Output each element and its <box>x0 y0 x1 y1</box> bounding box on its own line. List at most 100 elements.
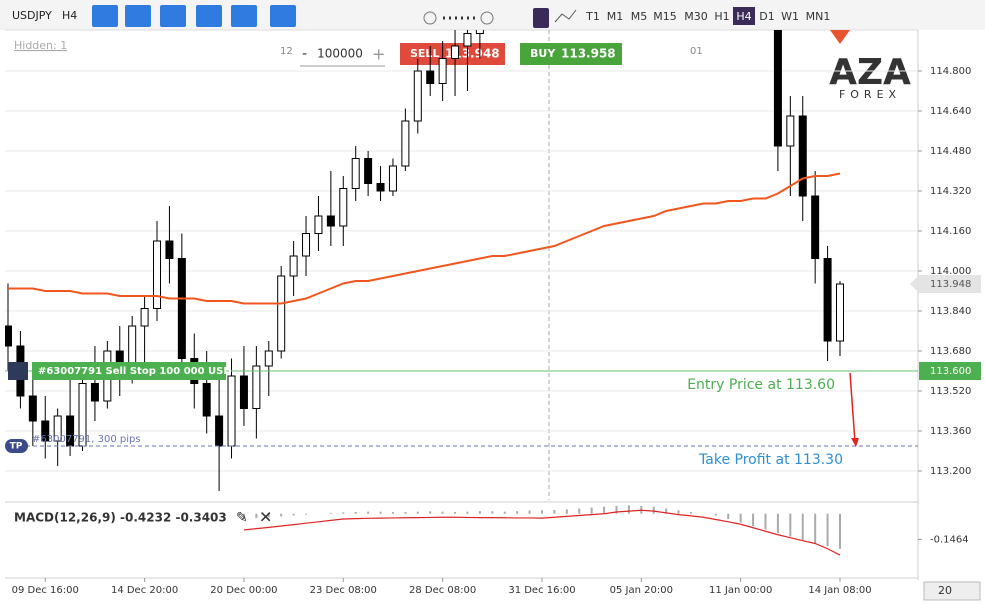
x-tick-label: 28 Dec 08:00 <box>409 585 476 596</box>
lot-minus[interactable]: - <box>302 46 307 62</box>
tool-button[interactable] <box>125 5 151 27</box>
lot[interactable]: 100000 <box>317 47 363 61</box>
y-tick-label: 114.480 <box>930 146 971 157</box>
candle-body <box>786 115 795 147</box>
timeframe-button[interactable]: T1 <box>585 10 600 23</box>
candle-body <box>314 215 323 234</box>
macd-tick-label: -0.1464 <box>930 534 969 545</box>
tool-button[interactable] <box>196 5 222 27</box>
y-tick-label: 114.000 <box>930 266 971 277</box>
candle-body <box>426 70 435 84</box>
entry-price-badge <box>919 362 981 380</box>
line-type[interactable] <box>554 9 577 23</box>
tool-button[interactable] <box>160 5 186 27</box>
tool-button[interactable] <box>270 5 296 27</box>
lot-plus[interactable]: + <box>372 45 385 64</box>
edit-icon[interactable]: ✎ <box>236 510 248 526</box>
timeframe-button[interactable]: D1 <box>759 10 774 23</box>
buy-button[interactable] <box>520 43 622 65</box>
logo-mark: AZA <box>829 52 911 93</box>
timeframe-button[interactable]: H1 <box>714 10 729 23</box>
candle-body <box>177 258 186 359</box>
candle-body <box>364 158 373 184</box>
y-tick-label: 114.160 <box>930 226 971 237</box>
timeframe-button[interactable]: MN1 <box>806 10 831 23</box>
candle-body <box>153 240 162 309</box>
symbol[interactable]: USDJPY <box>12 9 52 22</box>
buy-label[interactable]: BUY <box>530 47 556 60</box>
zoom-out[interactable] <box>423 11 437 25</box>
zoom-box[interactable] <box>923 581 981 601</box>
timeframe-button[interactable]: M5 <box>631 10 648 23</box>
last-price-label: 113.948 <box>930 279 971 290</box>
timeframe-button[interactable]: W1 <box>781 10 799 23</box>
buy-price[interactable]: 113.958 <box>561 47 616 61</box>
candle-body <box>302 233 311 257</box>
candle-body <box>438 58 447 84</box>
candle-body <box>5 325 12 347</box>
entry-price-label: 113.600 <box>930 366 971 377</box>
candle-body <box>388 165 397 192</box>
x-tick-label: 23 Dec 08:00 <box>310 585 377 596</box>
candle-body <box>289 255 298 277</box>
candle-body <box>811 195 820 259</box>
sell-label[interactable]: SELL <box>410 47 439 60</box>
x-tick-label: 20 Dec 00:00 <box>210 585 277 596</box>
close-icon[interactable]: ✕ <box>259 508 272 527</box>
entry-annotation: Entry Price at 113.60 <box>687 377 835 393</box>
y-tick-label: 114.800 <box>930 66 971 77</box>
candle-body <box>376 183 385 192</box>
candle-body <box>215 415 224 447</box>
candle-body <box>451 45 460 59</box>
candle-body <box>339 188 348 227</box>
zoom-value[interactable]: 20 <box>938 584 952 597</box>
candle-body <box>773 30 782 147</box>
candle-body <box>165 240 174 259</box>
y-tick-label: 114.320 <box>930 186 971 197</box>
x-tick-label: 14 Dec 20:00 <box>111 585 178 596</box>
entry-order: #63007791 Sell Stop 100 000 USD <box>38 366 232 377</box>
candle-body <box>475 30 484 34</box>
macd-plot <box>242 505 841 556</box>
y-tick-label: 113.680 <box>930 346 971 357</box>
candle-body <box>239 375 248 409</box>
timeframe-button[interactable]: M30 <box>684 10 708 23</box>
tool-button[interactable] <box>231 5 257 27</box>
candle-body <box>227 375 236 447</box>
timeframe-button[interactable]: H4 <box>736 10 751 23</box>
tp-order: #63007791, 300 pips <box>32 434 141 445</box>
candle-body <box>326 215 335 227</box>
last-price-badge <box>910 275 981 293</box>
candle-body <box>463 33 472 47</box>
candle-body <box>202 383 211 417</box>
timeframe-button[interactable]: M1 <box>607 10 624 23</box>
timeframes: T1 M1 M5 M15 M30 H1 H4 D1 W1 MN1 <box>585 7 830 25</box>
separator-label: 12 <box>280 46 293 57</box>
candle-body <box>140 308 149 327</box>
hidden-link[interactable]: Hidden: 1 <box>14 39 67 52</box>
tool-button[interactable] <box>92 5 118 27</box>
candle-body <box>798 115 807 197</box>
tp-tag: TP <box>10 442 23 452</box>
candle-body <box>277 275 286 352</box>
zoom-in[interactable] <box>480 11 494 25</box>
entry-icon <box>8 362 28 380</box>
x-tick-label: 05 Jan 20:00 <box>610 585 673 596</box>
arrow <box>849 372 856 443</box>
candle-body <box>823 258 832 342</box>
candle-body <box>53 415 62 442</box>
timeframe-button[interactable]: M15 <box>653 10 677 23</box>
candle-body <box>401 120 410 167</box>
x-tick-label: 11 Jan 00:00 <box>709 585 772 596</box>
timeframe[interactable]: H4 <box>62 9 77 22</box>
moving-average <box>8 172 841 305</box>
marker <box>830 30 850 44</box>
y-tick-label: 113.200 <box>930 466 971 477</box>
candle-type[interactable] <box>533 8 549 28</box>
y-tick-label: 113.520 <box>930 386 971 397</box>
timeframe-active <box>733 7 755 25</box>
x-tick-label: 31 Dec 16:00 <box>508 585 575 596</box>
x-tick-label: 09 Dec 16:00 <box>12 585 79 596</box>
tp-tag-box <box>5 439 28 453</box>
